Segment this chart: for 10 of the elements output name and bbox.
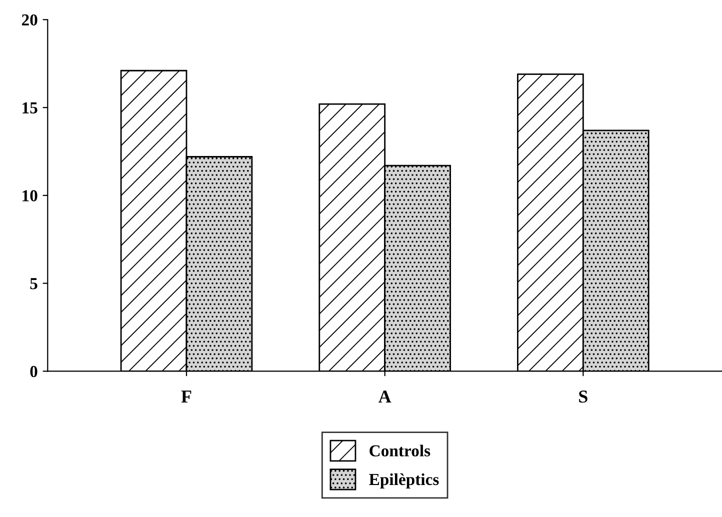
y-tick-label: 5 bbox=[30, 278, 38, 290]
y-tick-label: 15 bbox=[22, 102, 38, 114]
x-tick-label: S bbox=[579, 390, 588, 403]
x-tick-label: A bbox=[378, 390, 392, 402]
legend-label: Epilèptics bbox=[369, 473, 439, 488]
x-tick-label: F bbox=[181, 390, 192, 402]
y-tick-label: 20 bbox=[22, 14, 38, 26]
y-tick-label: 10 bbox=[22, 190, 38, 202]
y-tick-label: 0 bbox=[30, 366, 38, 378]
legend-label: Controls bbox=[370, 444, 430, 456]
